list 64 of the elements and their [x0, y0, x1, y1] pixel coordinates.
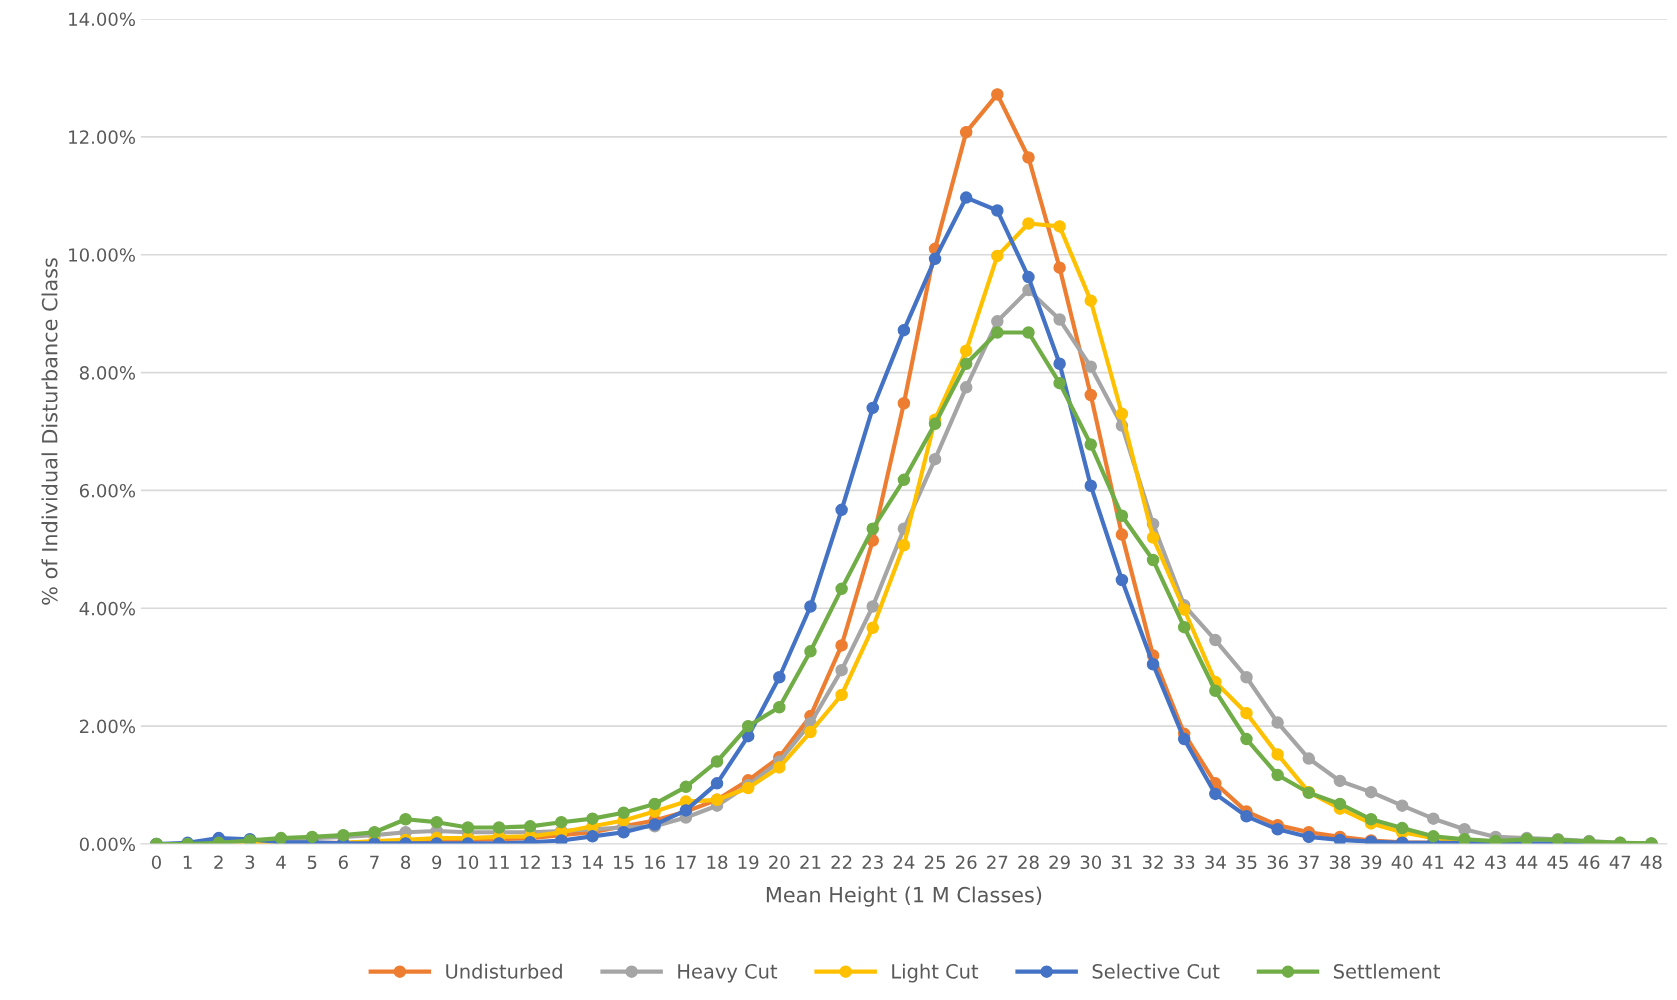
x-axis-title: Mean Height (1 M Classes): [766, 886, 1042, 907]
legend-label: Settlement: [1334, 963, 1441, 979]
y-tick-label: 10.00%: [69, 248, 136, 262]
x-tick-label: 34: [1205, 855, 1226, 870]
x-tick-label: 17: [676, 855, 696, 869]
x-tick-label: 0: [151, 855, 161, 870]
x-tick-label: 11: [489, 855, 509, 869]
x-tick-label: 31: [1111, 855, 1132, 870]
y-tick-label: 0.00%: [79, 837, 136, 852]
x-tick-label: 12: [520, 855, 540, 869]
x-tick-label: 45: [1547, 855, 1568, 870]
legend-label: Undisturbed: [446, 963, 562, 979]
x-tick-label: 32: [1142, 855, 1163, 870]
x-tick-label: 27: [987, 855, 1008, 869]
x-tick-label: 33: [1174, 855, 1195, 870]
x-tick-label: 44: [1516, 855, 1538, 869]
x-tick-label: 10: [458, 855, 479, 870]
legend-label: Heavy Cut: [678, 964, 778, 983]
x-tick-label: 8: [401, 855, 411, 870]
y-tick-label: 6.00%: [79, 483, 136, 498]
x-tick-label: 30: [1080, 855, 1102, 870]
x-tick-label: 21: [800, 855, 821, 869]
legend-label: Light Cut: [892, 963, 979, 983]
x-tick-label: 20: [769, 855, 790, 870]
x-tick-label: 13: [551, 855, 572, 870]
x-tick-label: 9: [432, 855, 442, 870]
x-tick-label: 48: [1640, 855, 1662, 870]
x-tick-label: 36: [1267, 855, 1288, 870]
x-tick-label: 43: [1485, 855, 1506, 870]
x-tick-label: 23: [862, 855, 883, 870]
x-tick-label: 38: [1329, 855, 1351, 870]
x-tick-label: 26: [956, 855, 977, 870]
x-tick-label: 46: [1578, 855, 1600, 870]
y-tick-label: 8.00%: [79, 366, 136, 380]
x-tick-label: 42: [1453, 855, 1475, 869]
x-tick-label: 4: [276, 855, 286, 869]
x-tick-label: 7: [370, 855, 379, 869]
x-tick-label: 2: [214, 855, 223, 869]
x-tick-label: 16: [645, 855, 666, 870]
x-tick-label: 47: [1609, 855, 1631, 869]
x-tick-label: 14: [582, 855, 603, 869]
x-tick-label: 40: [1391, 855, 1413, 870]
x-tick-label: 19: [738, 855, 759, 870]
legend-label: Selective Cut: [1092, 963, 1220, 979]
x-tick-label: 6: [338, 855, 348, 870]
y-tick-label: 4.00%: [79, 601, 136, 616]
x-tick-label: 29: [1049, 855, 1070, 870]
x-tick-label: 37: [1298, 855, 1319, 870]
x-tick-label: 18: [707, 855, 728, 870]
x-tick-label: 5: [307, 855, 317, 870]
y-tick-label: 14.00%: [69, 12, 136, 27]
y-axis-title: % of Individual Disturbance Class: [41, 258, 58, 605]
x-tick-label: 1: [183, 855, 192, 869]
x-tick-label: 22: [831, 855, 852, 869]
x-tick-label: 39: [1360, 855, 1382, 870]
x-tick-label: 24: [893, 855, 915, 869]
x-tick-label: 41: [1422, 855, 1444, 869]
x-tick-label: 15: [614, 855, 634, 870]
y-tick-label: 2.00%: [79, 719, 136, 734]
x-tick-label: 35: [1236, 855, 1257, 870]
y-tick-label: 12.00%: [69, 130, 136, 144]
x-tick-label: 3: [245, 855, 255, 870]
x-tick-label: 25: [924, 855, 945, 870]
x-tick-label: 28: [1018, 855, 1039, 870]
